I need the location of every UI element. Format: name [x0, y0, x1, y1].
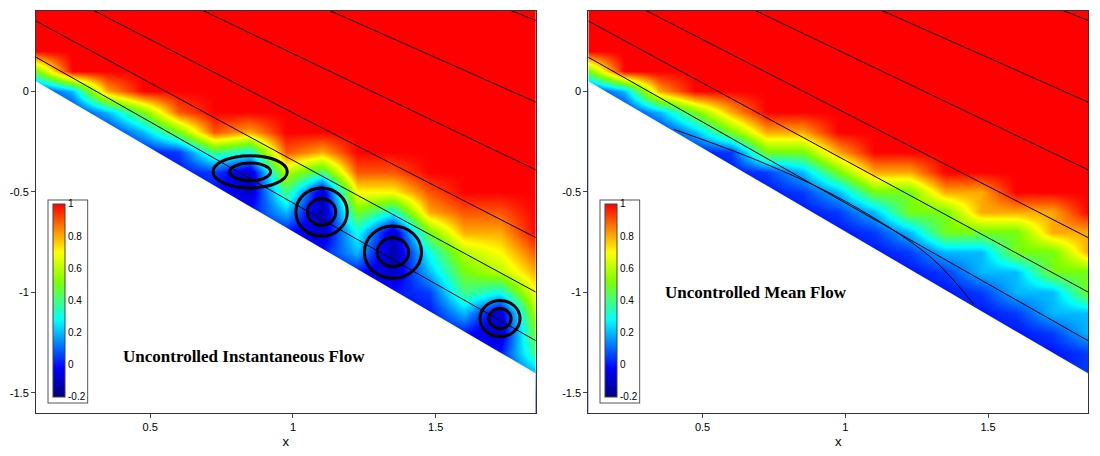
svg-text:1.5: 1.5: [980, 421, 995, 433]
svg-text:0.5: 0.5: [695, 421, 710, 433]
svg-text:0.4: 0.4: [68, 295, 82, 306]
svg-text:0.2: 0.2: [68, 327, 82, 338]
svg-text:0.8: 0.8: [620, 231, 634, 242]
svg-text:1.5: 1.5: [428, 421, 443, 433]
svg-text:-0.2: -0.2: [68, 391, 86, 402]
svg-text:0: 0: [620, 359, 626, 370]
svg-text:-0.5: -0.5: [10, 186, 29, 198]
svg-text:-1.5: -1.5: [562, 387, 581, 399]
svg-text:Uncontrolled Instantaneous Flo: Uncontrolled Instantaneous Flow: [123, 347, 365, 366]
svg-text:x: x: [283, 434, 290, 449]
svg-text:0: 0: [575, 85, 581, 97]
svg-text:-1.5: -1.5: [10, 387, 29, 399]
svg-text:0.8: 0.8: [68, 231, 82, 242]
svg-text:x: x: [835, 434, 842, 449]
svg-text:0: 0: [23, 85, 29, 97]
svg-text:0.4: 0.4: [620, 295, 634, 306]
svg-text:0.5: 0.5: [143, 421, 158, 433]
svg-text:0: 0: [68, 359, 74, 370]
svg-text:Uncontrolled Mean Flow: Uncontrolled Mean Flow: [665, 283, 847, 302]
svg-text:1: 1: [68, 198, 74, 209]
svg-text:0.2: 0.2: [620, 327, 634, 338]
svg-text:1: 1: [620, 198, 626, 209]
svg-text:-1: -1: [19, 286, 29, 298]
svg-text:-0.2: -0.2: [620, 391, 638, 402]
svg-text:0.6: 0.6: [68, 263, 82, 274]
svg-text:1: 1: [842, 421, 848, 433]
svg-text:-0.5: -0.5: [562, 186, 581, 198]
svg-text:1: 1: [290, 421, 296, 433]
svg-text:0.6: 0.6: [620, 263, 634, 274]
svg-text:-1: -1: [571, 286, 581, 298]
